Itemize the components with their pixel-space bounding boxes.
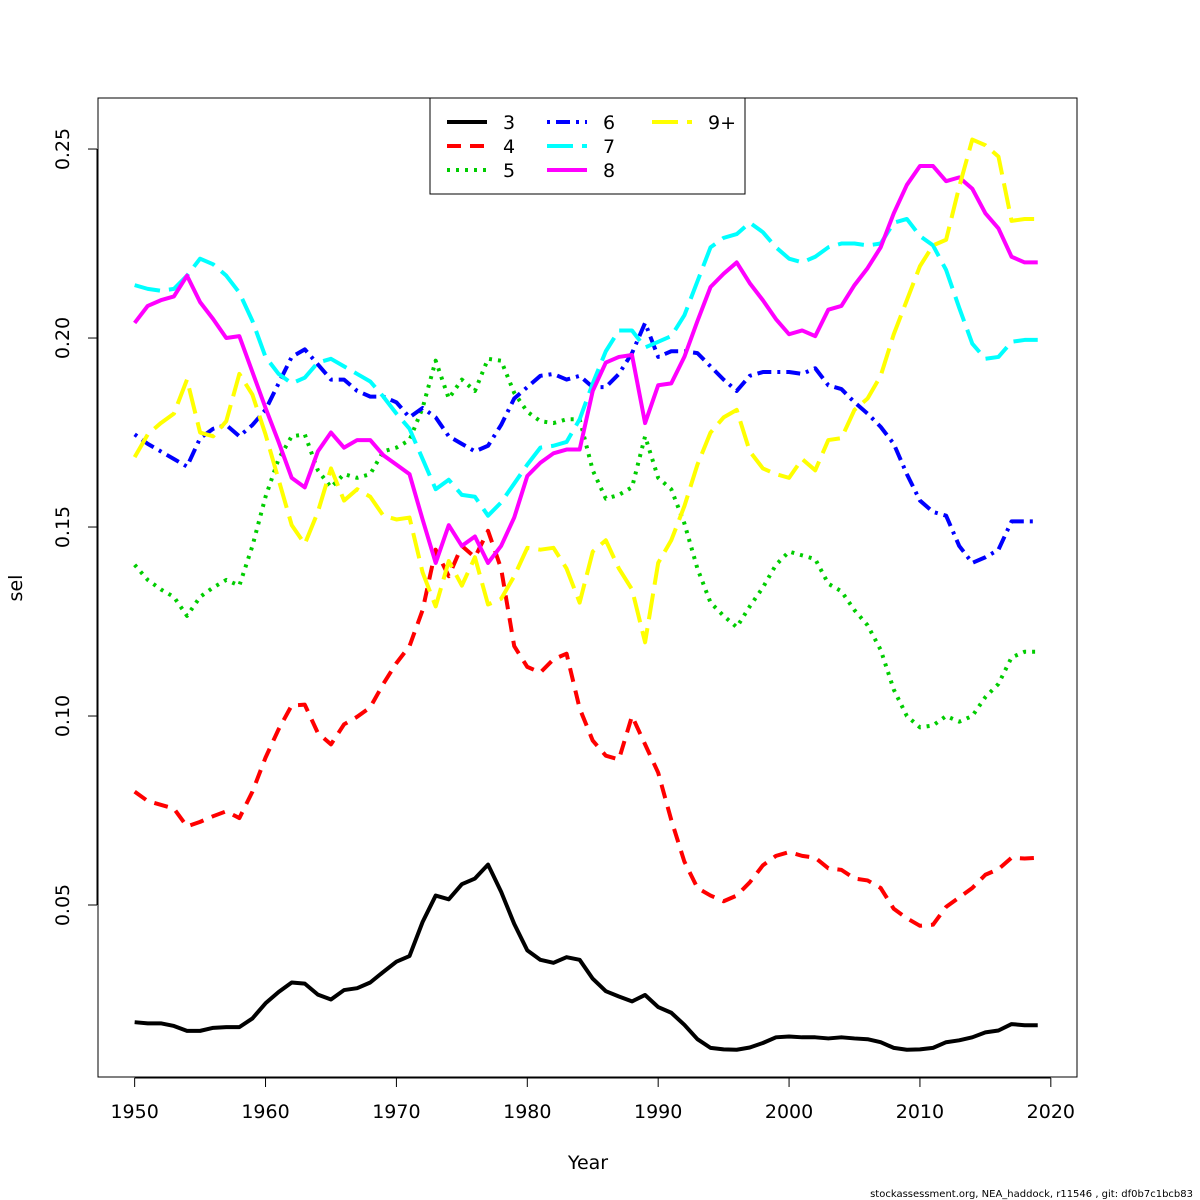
legend-label: 5 [503, 160, 515, 182]
x-tick-label: 1990 [634, 1101, 682, 1123]
x-axis-title: Year [567, 1152, 608, 1174]
x-axis: 1950 1960 1970 1980 1990 2000 2010 2020 [110, 1077, 1075, 1123]
y-tick-label: 0.05 [52, 884, 74, 926]
legend-label: 7 [603, 136, 615, 158]
x-tick-label: 1960 [241, 1101, 289, 1123]
series-line-5 [133, 356, 1038, 730]
series-line-4 [133, 528, 1038, 928]
legend: 345 678 9+ [429, 97, 746, 195]
series-line-8 [133, 164, 1038, 565]
y-tick-label: 0.20 [52, 317, 74, 359]
legend-label: 3 [503, 112, 515, 134]
x-tick-label: 2010 [896, 1101, 944, 1123]
x-tick-label: 2020 [1027, 1101, 1075, 1123]
y-tick-label: 0.25 [52, 128, 74, 170]
series-lines [132, 137, 1038, 1052]
y-tick-label: 0.10 [52, 695, 74, 737]
y-axis: 0.05 0.10 0.15 0.20 0.25 [52, 128, 98, 926]
footer-credit: stockassessment.org, NEA_haddock, r11546… [870, 1189, 1193, 1200]
series-line-7 [134, 216, 1038, 518]
legend-label: 6 [603, 112, 615, 134]
legend-label: 4 [503, 136, 515, 158]
x-tick-label: 2000 [765, 1101, 813, 1123]
y-axis-title: sel [5, 575, 27, 602]
series-line-6 [133, 320, 1038, 565]
x-tick-label: 1950 [110, 1101, 158, 1123]
x-tick-label: 1970 [372, 1101, 420, 1123]
series-line-9plus [132, 137, 1038, 645]
y-tick-label: 0.15 [52, 506, 74, 548]
series-line-3 [134, 862, 1038, 1052]
legend-label: 9+ [708, 112, 736, 134]
legend-label: 8 [603, 160, 615, 182]
x-tick-label: 1980 [503, 1101, 551, 1123]
